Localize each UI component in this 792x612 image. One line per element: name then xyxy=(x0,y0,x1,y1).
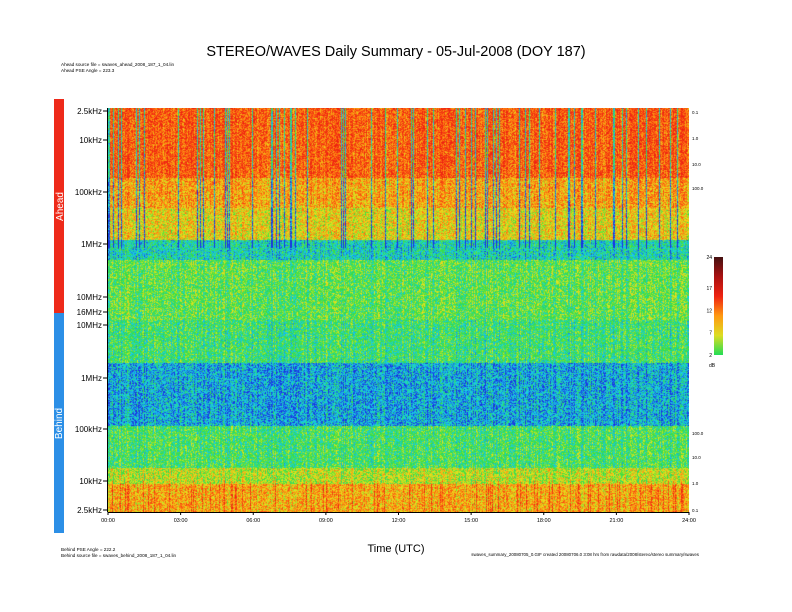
time-tick-label: 12:00 xyxy=(392,518,406,524)
behind-meta: Behind PSE Angle = 222.2 Behind source f… xyxy=(61,547,176,559)
freq-tick-label-behind: 1MHz xyxy=(81,374,102,383)
freq-tick-label-ahead: 100kHz xyxy=(75,188,102,197)
freq-tick-label-ahead: 10kHz xyxy=(79,136,102,145)
ahead-meta: Ahead source file = swaves_ahead_2008_18… xyxy=(61,62,174,74)
colorbar-tick-label: 24 xyxy=(706,255,712,261)
colorbar: 2 7 12 17 24 dB xyxy=(706,255,723,369)
time-tick-label: 18:00 xyxy=(537,518,551,524)
angle-tick-label-behind: 0.1 xyxy=(692,508,699,513)
time-tick-label: 24:00 xyxy=(682,518,696,524)
behind-angle-text: Behind PSE Angle = 222.2 xyxy=(61,547,116,552)
ahead-band xyxy=(54,99,64,313)
colorbar-tick-label: 17 xyxy=(706,286,712,292)
x-axis-label: Time (UTC) xyxy=(367,543,425,555)
time-tick-label: 03:00 xyxy=(174,518,188,524)
behind-source-text: Behind source file = swaves_behind_2008_… xyxy=(61,553,177,558)
angle-tick-label-ahead: 0.1 xyxy=(692,110,699,115)
footer-file-info: swaves_summary_20080705_0.GIF created 20… xyxy=(471,552,699,557)
spectrogram-canvas xyxy=(108,108,689,512)
time-tick-label: 06:00 xyxy=(246,518,260,524)
angle-tick-label-behind: 10.0 xyxy=(692,455,701,460)
time-tick-label: 00:00 xyxy=(101,518,115,524)
colorbar-tick-label: 7 xyxy=(709,331,712,337)
angle-tick-label-ahead: 100.0 xyxy=(692,186,704,191)
freq-tick-label-ahead: 1MHz xyxy=(81,240,102,249)
time-tick-label: 09:00 xyxy=(319,518,333,524)
freq-tick-label-behind: 100kHz xyxy=(75,425,102,434)
time-tick-label: 21:00 xyxy=(609,518,623,524)
ahead-source-text: Ahead source file = swaves_ahead_2008_18… xyxy=(61,62,175,67)
colorbar-tick-label: 2 xyxy=(709,353,712,359)
angle-tick-label-behind: 100.0 xyxy=(692,431,704,436)
angle-tick-label-ahead: 10.0 xyxy=(692,162,701,167)
time-tick-label: 15:00 xyxy=(464,518,478,524)
angle-tick-label-behind: 1.0 xyxy=(692,481,699,486)
page-title: STEREO/WAVES Daily Summary - 05-Jul-2008… xyxy=(206,44,586,60)
freq-tick-label-behind: 10MHz xyxy=(77,321,102,330)
time-axis: 00:00 03:00 06:00 09:00 12:00 15:00 18:00 21:00… xyxy=(101,512,696,524)
freq-tick-label-ahead: 2.5kHz xyxy=(77,107,102,116)
colorbar-gradient xyxy=(714,257,723,355)
ahead-angle-text: Ahead PSE Angle = 223.3 xyxy=(61,68,115,73)
freq-tick-label-ahead: 16MHz xyxy=(77,308,102,317)
freq-tick-label-behind: 2.5kHz xyxy=(77,506,102,515)
angle-axis: 0.1 1.0 10.0 100.0 100.0 10.0 1.0 0.1 xyxy=(692,110,704,513)
colorbar-unit-label: dB xyxy=(709,363,716,369)
freq-tick-label-behind: 10kHz xyxy=(79,477,102,486)
colorbar-tick-label: 12 xyxy=(706,308,712,314)
angle-tick-label-ahead: 1.0 xyxy=(692,136,699,141)
behind-band xyxy=(54,313,64,533)
freq-tick-label-ahead: 10MHz xyxy=(77,293,102,302)
frequency-axis: 2.5kHz 10kHz 100kHz 1MHz 10MHz 16MHz 10MHz 1MHz… xyxy=(75,107,108,515)
